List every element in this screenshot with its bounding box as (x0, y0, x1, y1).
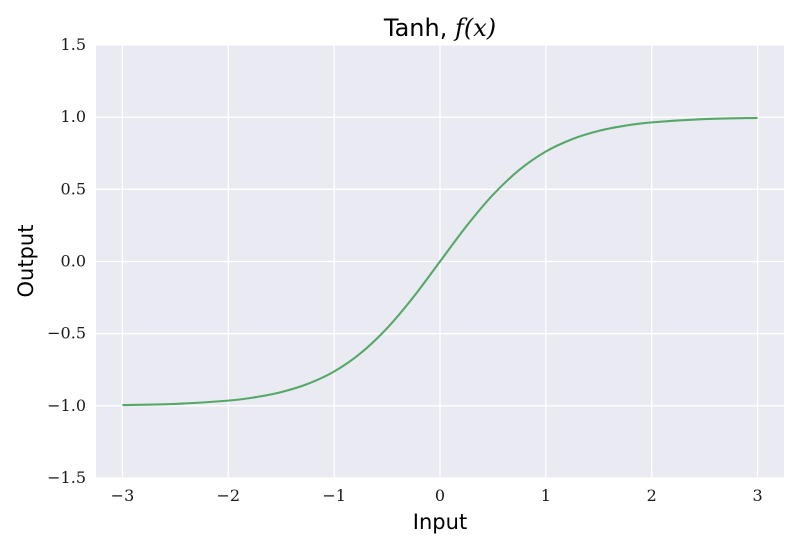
y-tick-label: −1.5 (47, 468, 86, 487)
x-tick-label: 2 (647, 486, 657, 505)
chart-title: Tanh, f(x) (383, 14, 496, 42)
x-axis-label: Input (413, 510, 467, 534)
series-line (122, 116, 758, 407)
y-tick-label: 0.5 (61, 179, 86, 198)
y-tick-label: −1.0 (47, 396, 86, 415)
chart-title-text: Tanh, (383, 14, 455, 42)
y-tick-labels: −1.5 −1.0 −0.5 0.0 0.5 1.0 1.5 (47, 35, 86, 487)
x-tick-label: −3 (111, 486, 135, 505)
chart-title-function: f(x) (453, 14, 496, 42)
x-tick-label: 0 (435, 486, 445, 505)
y-tick-label: −0.5 (47, 324, 86, 343)
series-layer (122, 116, 758, 407)
x-tick-label: 3 (752, 486, 762, 505)
y-tick-label: 0.0 (61, 252, 86, 271)
x-tick-labels: −3 −2 −1 0 1 2 3 (111, 486, 763, 505)
x-tick-label: −1 (322, 486, 346, 505)
y-tick-label: 1.5 (61, 35, 86, 54)
x-tick-label: −2 (217, 486, 241, 505)
y-axis-label: Output (14, 225, 38, 298)
x-tick-label: 1 (541, 486, 551, 505)
y-tick-label: 1.0 (61, 107, 86, 126)
